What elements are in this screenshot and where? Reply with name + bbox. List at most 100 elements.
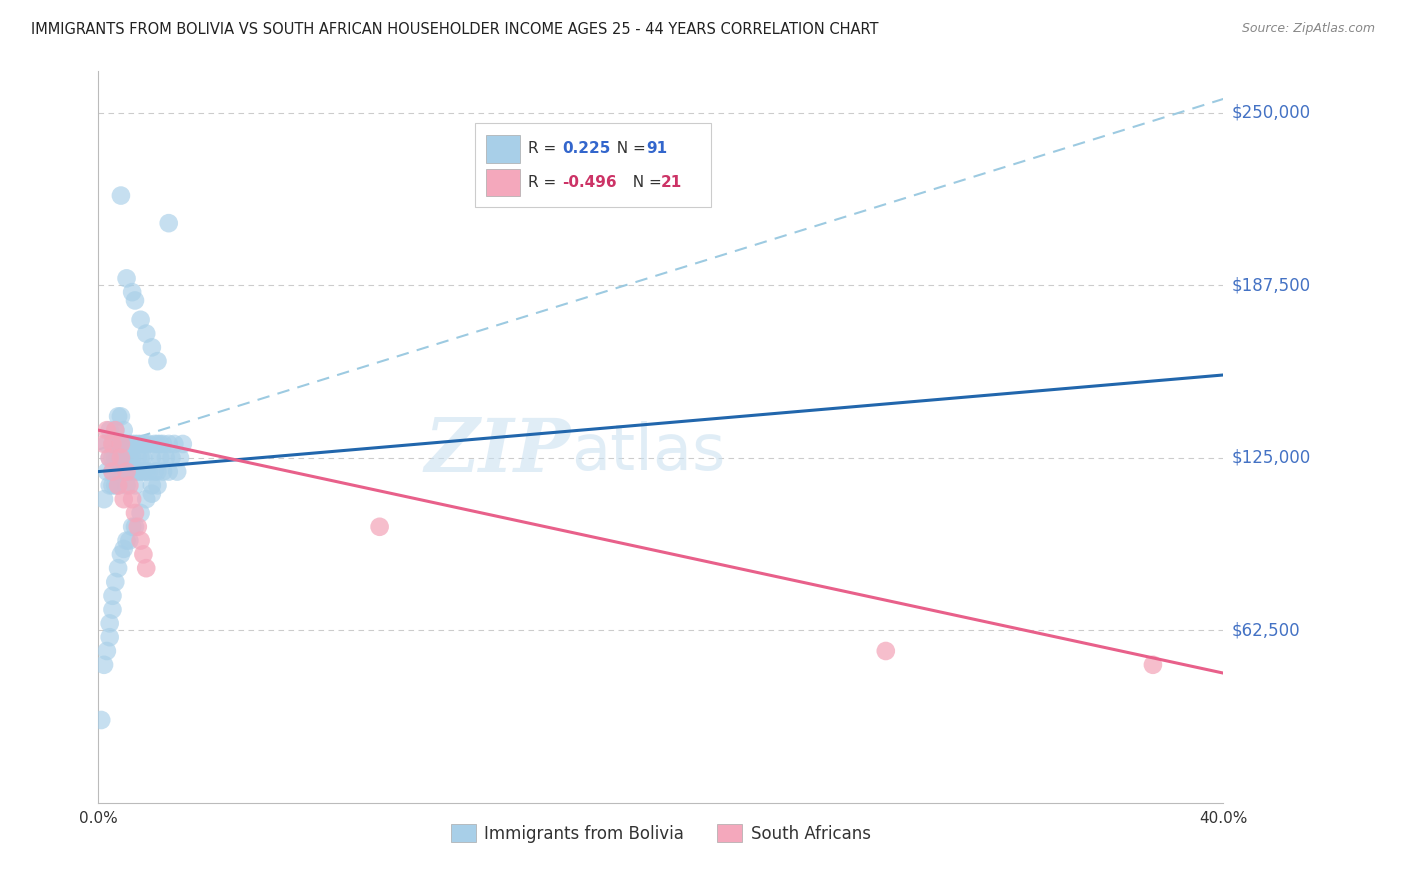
Point: [104, 450, 127, 465]
Point: [141, 340, 163, 354]
Point: [141, 450, 163, 465]
Point: [127, 450, 149, 465]
Point: [124, 520, 146, 534]
Point: [121, 465, 143, 479]
Text: N =: N =: [607, 142, 651, 156]
Point: [160, 450, 183, 465]
Point: [96, 423, 118, 437]
Point: [115, 450, 138, 465]
Point: [110, 437, 132, 451]
Point: [118, 450, 141, 465]
Point: [96, 644, 118, 658]
Point: [98, 450, 121, 465]
Text: Source: ZipAtlas.com: Source: ZipAtlas.com: [1241, 22, 1375, 36]
Point: [163, 437, 186, 451]
Point: [129, 506, 152, 520]
Point: [135, 437, 157, 451]
Point: [107, 465, 129, 479]
Point: [101, 478, 124, 492]
Point: [129, 312, 152, 326]
Point: [169, 450, 191, 465]
Point: [141, 486, 163, 500]
Point: [152, 465, 174, 479]
Point: [115, 437, 138, 451]
Point: [118, 533, 141, 548]
Point: [124, 465, 146, 479]
Point: [101, 465, 124, 479]
Point: [107, 409, 129, 424]
Point: [98, 478, 121, 492]
Point: [124, 478, 146, 492]
Text: IMMIGRANTS FROM BOLIVIA VS SOUTH AFRICAN HOUSEHOLDER INCOME AGES 25 - 44 YEARS C: IMMIGRANTS FROM BOLIVIA VS SOUTH AFRICAN…: [31, 22, 879, 37]
Point: [115, 465, 138, 479]
Text: 0.225: 0.225: [562, 142, 610, 156]
Point: [110, 188, 132, 202]
Point: [93, 437, 115, 451]
Point: [146, 437, 169, 451]
Text: $125,000: $125,000: [1232, 449, 1310, 467]
Point: [129, 437, 152, 451]
Point: [121, 520, 143, 534]
Point: [112, 492, 135, 507]
Point: [135, 561, 157, 575]
Point: [110, 450, 132, 465]
Point: [110, 409, 132, 424]
Point: [118, 465, 141, 479]
Point: [112, 465, 135, 479]
Point: [875, 644, 897, 658]
Point: [112, 450, 135, 465]
Point: [93, 657, 115, 672]
Point: [138, 465, 160, 479]
Point: [129, 533, 152, 548]
Point: [107, 478, 129, 492]
Point: [115, 533, 138, 548]
Text: R =: R =: [529, 175, 561, 190]
Point: [98, 423, 121, 437]
Text: R =: R =: [529, 142, 561, 156]
Point: [121, 437, 143, 451]
Point: [135, 326, 157, 341]
Point: [115, 478, 138, 492]
Point: [143, 437, 166, 451]
Point: [141, 478, 163, 492]
Point: [104, 478, 127, 492]
Point: [110, 437, 132, 451]
Point: [132, 465, 155, 479]
Text: 21: 21: [661, 175, 682, 190]
Point: [107, 437, 129, 451]
Point: [98, 616, 121, 631]
Point: [132, 450, 155, 465]
Point: [98, 450, 121, 465]
Point: [107, 478, 129, 492]
Text: $250,000: $250,000: [1232, 103, 1310, 122]
Point: [143, 465, 166, 479]
Point: [115, 465, 138, 479]
Point: [129, 450, 152, 465]
Point: [101, 465, 124, 479]
Point: [107, 561, 129, 575]
Point: [157, 437, 180, 451]
Point: [368, 520, 391, 534]
FancyBboxPatch shape: [475, 122, 711, 207]
Point: [112, 423, 135, 437]
Point: [121, 285, 143, 300]
Point: [149, 450, 172, 465]
Point: [101, 437, 124, 451]
Point: [157, 216, 180, 230]
Text: 91: 91: [647, 142, 668, 156]
Point: [152, 437, 174, 451]
Point: [118, 478, 141, 492]
Point: [101, 602, 124, 616]
Point: [96, 437, 118, 451]
Point: [149, 437, 172, 451]
Point: [110, 548, 132, 562]
Point: [129, 465, 152, 479]
Point: [110, 437, 132, 451]
Text: ZIP: ZIP: [425, 416, 571, 488]
Point: [93, 492, 115, 507]
Point: [124, 506, 146, 520]
Point: [1142, 657, 1164, 672]
Point: [115, 271, 138, 285]
Text: N =: N =: [623, 175, 666, 190]
Text: $187,500: $187,500: [1232, 277, 1310, 294]
